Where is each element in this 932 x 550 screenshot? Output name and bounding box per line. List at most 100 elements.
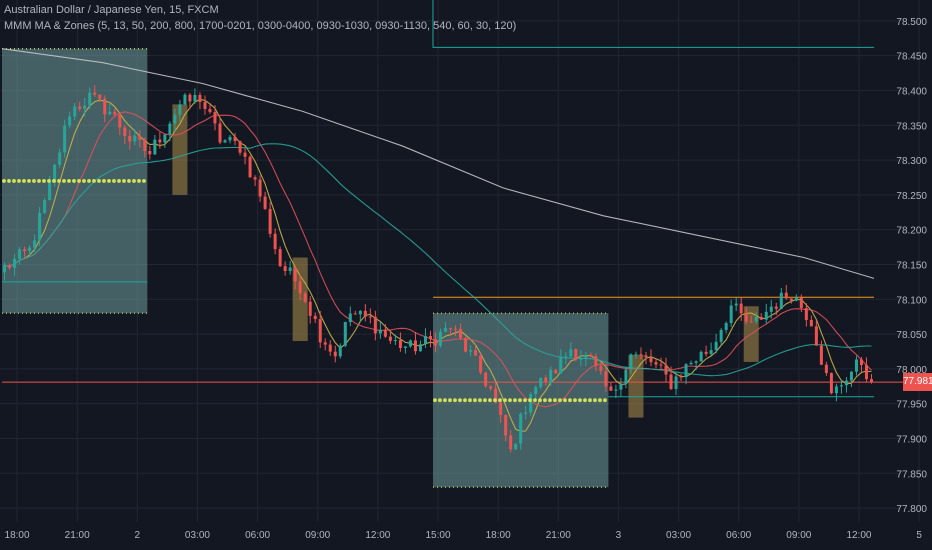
candle-body [639, 354, 643, 356]
candle-body [529, 394, 533, 413]
candle-body [58, 152, 62, 165]
candle-body [63, 125, 67, 153]
candle-body [253, 177, 257, 180]
candle-body [489, 386, 493, 389]
candle-body [714, 341, 718, 351]
candle-body [454, 328, 458, 330]
candle-body [814, 326, 818, 346]
candle-body [218, 123, 222, 143]
candle-body [869, 379, 873, 383]
small-zone [172, 104, 188, 195]
symbol-title[interactable]: Australian Dollar / Japanese Yen, 15, FX… [4, 4, 219, 16]
level-dot [67, 179, 71, 183]
level-dot [458, 398, 462, 403]
y-tick-label: 78.350 [896, 121, 927, 132]
candle-body [524, 412, 528, 414]
candle-body [859, 359, 863, 366]
candle-body [128, 135, 132, 142]
level-dot [468, 398, 472, 403]
level-dot [132, 179, 136, 183]
candle-body [514, 443, 518, 450]
candle-body [308, 301, 312, 316]
ma-200-line [1, 48, 875, 279]
candle-body [258, 179, 262, 197]
candle-body [749, 321, 753, 323]
level-dot [42, 179, 46, 183]
candle-body [679, 376, 683, 378]
candle-body [444, 328, 448, 332]
candle-body [439, 331, 443, 346]
level-dot [142, 179, 146, 183]
candle-body [138, 135, 142, 140]
candle-body [423, 335, 427, 345]
level-dot [518, 398, 522, 403]
candle-body [829, 373, 833, 394]
price-axis[interactable]: 78.500 78.450 78.400 78.350 78.300 78.250 78.2… [896, 17, 927, 515]
candle-body [614, 389, 618, 391]
level-dot [102, 179, 106, 183]
candle-body [629, 354, 633, 370]
level-dot [603, 398, 607, 403]
x-tick-label: 18:00 [486, 530, 511, 541]
candle-body [213, 112, 217, 124]
candle-body [564, 356, 568, 358]
level-dot [503, 398, 507, 403]
candle-body [43, 200, 47, 213]
candle-body [398, 340, 402, 348]
y-tick-label: 78.500 [896, 17, 927, 28]
candle-body [358, 310, 362, 315]
candle-body [298, 281, 302, 294]
y-tick-label: 78.300 [896, 156, 927, 167]
candle-body [228, 136, 232, 141]
candle-body [864, 365, 868, 380]
candle-body [373, 316, 377, 334]
candle-body [273, 233, 277, 250]
x-tick-label: 3 [616, 530, 622, 541]
candle-body [684, 364, 688, 378]
level-dot [558, 398, 562, 403]
x-tick-label: 09:00 [786, 530, 811, 541]
candle-body [704, 351, 708, 354]
y-tick-label: 77.950 [896, 400, 927, 411]
level-dot [498, 398, 502, 403]
level-dot [448, 398, 452, 403]
candle-body [183, 94, 187, 105]
candle-body [824, 364, 828, 374]
candle-body [53, 164, 57, 183]
candle-body [103, 98, 107, 115]
level-dot [488, 398, 492, 403]
x-tick-label: 2 [135, 530, 141, 541]
candle-body [849, 371, 853, 381]
level-dot [538, 398, 542, 403]
candle-body [534, 387, 538, 395]
level-dot [7, 179, 11, 183]
candle-body [594, 356, 598, 366]
candle-body [474, 350, 478, 356]
candle-body [418, 344, 422, 352]
level-dot [593, 398, 597, 403]
candle-body [654, 362, 658, 365]
candle-body [659, 364, 663, 366]
level-dot [82, 179, 86, 183]
candle-body [464, 337, 468, 352]
candle-body [539, 377, 543, 388]
y-tick-label: 78.000 [896, 365, 927, 376]
level-dot [2, 179, 6, 183]
level-dot [513, 398, 517, 403]
level-dot [483, 398, 487, 403]
candle-body [163, 134, 167, 143]
candle-body [764, 311, 768, 320]
level-dot [543, 398, 547, 403]
candle-body [549, 369, 553, 383]
candle-body [734, 303, 738, 306]
candle-body [3, 265, 7, 273]
time-axis[interactable]: 18:00 21:00 2 03:00 06:00 09:00 12:00 15:00 18:0… [5, 530, 923, 541]
candle-body [393, 340, 397, 342]
y-tick-label: 78.050 [896, 330, 927, 341]
indicator-title[interactable]: MMM MA & Zones (5, 13, 50, 200, 800, 170… [4, 20, 517, 32]
candle-body [839, 385, 843, 387]
candle-body [28, 247, 32, 252]
candle-body [408, 340, 412, 347]
level-dot [72, 179, 76, 183]
